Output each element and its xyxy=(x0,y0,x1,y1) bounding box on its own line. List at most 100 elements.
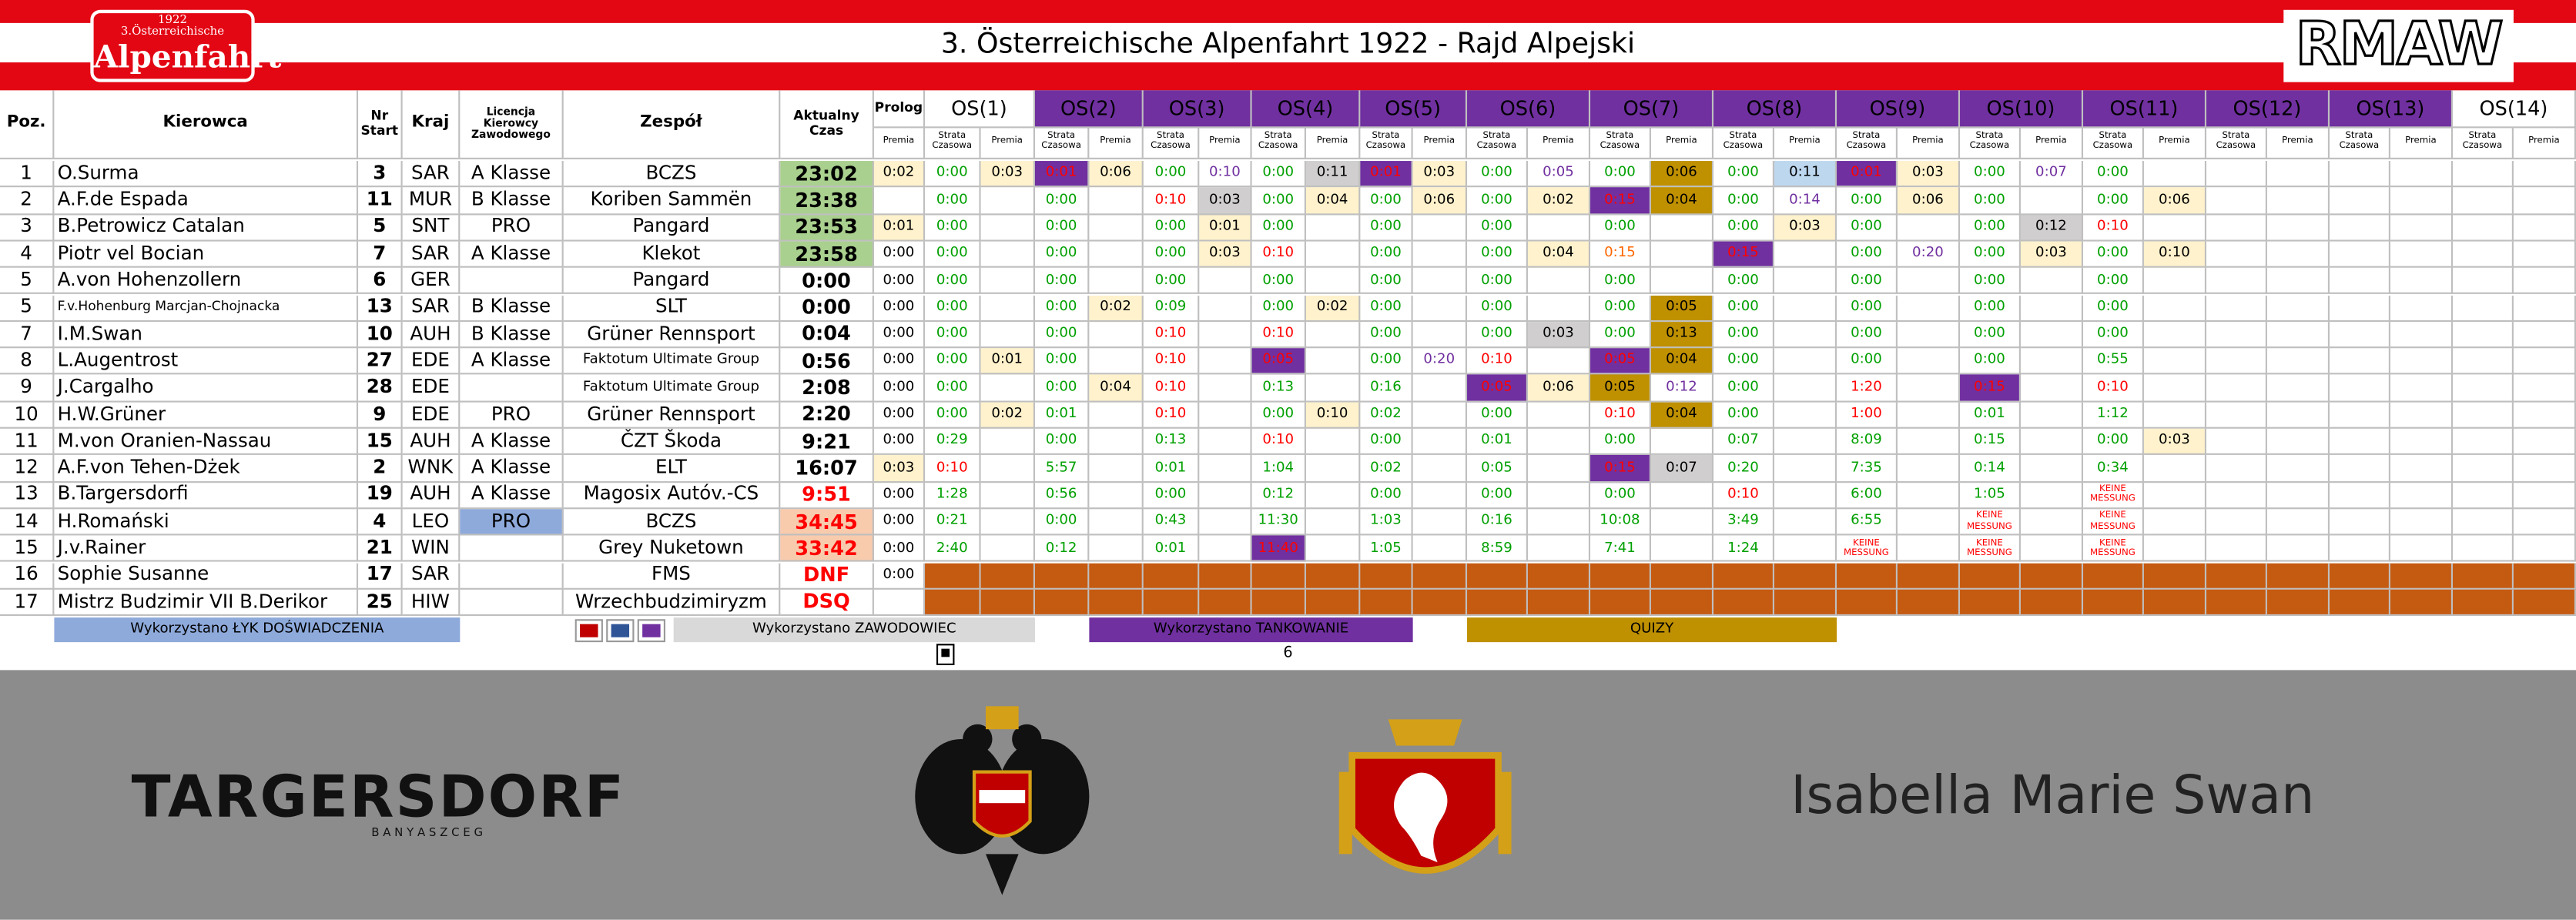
time-loss xyxy=(925,562,981,590)
bonus xyxy=(1774,241,1837,269)
time-loss: 0:21 xyxy=(925,509,981,536)
bonus xyxy=(980,428,1035,456)
driver: B.Petrowicz Catalan xyxy=(54,214,359,242)
time-loss: 0:00 xyxy=(1960,268,2021,295)
time-loss xyxy=(2330,535,2390,563)
country: WNK xyxy=(402,455,461,483)
total-time: 34:45 xyxy=(780,509,874,536)
team: Grey Nuketown xyxy=(563,535,781,563)
time-loss: 0:00 xyxy=(2083,428,2144,456)
bonus xyxy=(1897,268,1961,295)
time-loss xyxy=(1590,589,1651,617)
time-loss xyxy=(2453,401,2514,429)
license: A Klasse xyxy=(460,482,564,510)
bonus xyxy=(1650,589,1714,617)
prolog-bonus: 0:00 xyxy=(873,321,926,349)
time-loss: 0:15 xyxy=(1590,455,1651,483)
team: Klekot xyxy=(563,241,781,269)
bonus xyxy=(1897,294,1961,322)
time-loss: 0:07 xyxy=(1713,428,1774,456)
time-loss: 0:05 xyxy=(1590,375,1651,402)
bonus xyxy=(1527,268,1591,295)
time-loss: 0:00 xyxy=(925,187,981,215)
red-stripe xyxy=(0,62,2576,91)
team: BCZS xyxy=(563,509,781,536)
legend-item: Wykorzystano ŁYK DOŚWIADCZENIA xyxy=(54,617,461,643)
bonus xyxy=(2513,187,2576,215)
team: Grüner Rennsport xyxy=(563,321,781,349)
bonus xyxy=(1527,509,1591,536)
total-time: 23:58 xyxy=(780,241,874,269)
bonus xyxy=(980,562,1035,590)
time-loss: 6:00 xyxy=(1837,482,1898,510)
bonus xyxy=(1412,294,1468,322)
time-loss: 0:14 xyxy=(1960,455,2021,483)
time-loss xyxy=(2453,321,2514,349)
position: 13 xyxy=(0,482,55,510)
time-loss: 0:00 xyxy=(2083,268,2144,295)
bonus xyxy=(980,294,1035,322)
column-subheader: Premia xyxy=(2513,128,2576,159)
time-loss xyxy=(2330,589,2390,617)
bonus xyxy=(2143,455,2207,483)
time-loss: 0:00 xyxy=(1837,214,1898,242)
bonus xyxy=(2266,214,2330,242)
bonus xyxy=(1089,482,1144,510)
license: B Klasse xyxy=(460,294,564,322)
driver: Mistrz Budzimir VII B.Derikor xyxy=(54,589,359,617)
bonus xyxy=(2390,455,2454,483)
rmaw-logo: RMAW xyxy=(2283,9,2514,82)
bonus xyxy=(2266,268,2330,295)
bonus: 0:03 xyxy=(1199,241,1252,269)
time-loss: KEINE MESSUNG xyxy=(1960,509,2021,536)
time-loss xyxy=(2206,348,2267,376)
time-loss xyxy=(2330,509,2390,536)
bonus xyxy=(1774,268,1837,295)
time-loss: 0:29 xyxy=(925,428,981,456)
time-loss: 0:00 xyxy=(1034,428,1090,456)
bonus xyxy=(1897,321,1961,349)
bonus xyxy=(2020,535,2084,563)
time-loss xyxy=(1034,562,1090,590)
time-loss: 0:09 xyxy=(1143,294,1200,322)
prolog-bonus: 0:00 xyxy=(873,535,926,563)
bonus xyxy=(2513,428,2576,456)
prolog-bonus: 0:01 xyxy=(873,214,926,242)
bonus xyxy=(1412,535,1468,563)
start-number: 21 xyxy=(358,535,403,563)
time-loss: 0:00 xyxy=(1713,401,1774,429)
bonus xyxy=(2020,321,2084,349)
stage-header: OS(14) xyxy=(2453,90,2576,129)
time-loss: 0:00 xyxy=(1143,161,1200,188)
time-loss: 0:00 xyxy=(1960,294,2021,322)
time-loss: 0:10 xyxy=(925,455,981,483)
time-loss: 0:00 xyxy=(1590,161,1651,188)
position: 4 xyxy=(0,241,55,269)
time-loss: 0:00 xyxy=(925,294,981,322)
time-loss xyxy=(2206,268,2267,295)
time-loss: 0:00 xyxy=(1590,482,1651,510)
column-subheader: Strata Czasowa xyxy=(1034,128,1090,159)
license xyxy=(460,562,564,590)
time-loss: 0:00 xyxy=(2083,161,2144,188)
bonus xyxy=(2390,375,2454,402)
logo-year: 1922 xyxy=(157,13,187,27)
bonus xyxy=(1774,482,1837,510)
bonus xyxy=(2020,455,2084,483)
time-loss xyxy=(2330,241,2390,269)
bonus xyxy=(1305,589,1361,617)
time-loss: 0:00 xyxy=(2083,187,2144,215)
bonus xyxy=(2143,589,2207,617)
time-loss: 0:00 xyxy=(1467,268,1528,295)
time-loss: 0:10 xyxy=(1590,401,1651,429)
time-loss xyxy=(2330,428,2390,456)
bonus xyxy=(1774,348,1837,376)
total-time: 2:20 xyxy=(780,401,874,429)
time-loss xyxy=(2330,482,2390,510)
time-loss: 0:00 xyxy=(2083,294,2144,322)
bonus xyxy=(2513,482,2576,510)
time-loss xyxy=(2206,401,2267,429)
bonus xyxy=(1650,562,1714,590)
column-subheader: Strata Czasowa xyxy=(1713,128,1774,159)
time-loss: 0:55 xyxy=(2083,348,2144,376)
